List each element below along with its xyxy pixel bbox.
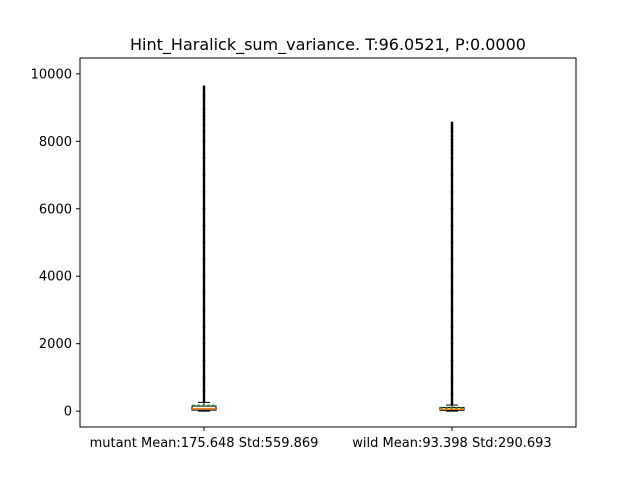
y-axis: 0 2000 4000 6000 8000 10000 <box>31 67 80 420</box>
outlier-point <box>450 121 454 125</box>
y-tick-label: 8000 <box>39 135 72 150</box>
x-tick-label: mutant Mean:175.648 Std:559.869 <box>90 436 319 451</box>
x-axis: mutant Mean:175.648 Std:559.869 wild Mean… <box>90 427 552 451</box>
y-tick-label: 4000 <box>39 270 72 285</box>
box-series <box>191 85 465 412</box>
box-group <box>439 121 465 412</box>
chart-title: Hint_Haralick_sum_variance. T:96.0521, P… <box>130 35 526 55</box>
y-tick-label: 6000 <box>39 202 72 217</box>
outlier-point <box>202 85 206 88</box>
x-tick-label: wild Mean:93.398 Std:290.693 <box>352 436 551 451</box>
y-tick-label: 10000 <box>31 67 72 82</box>
box-group <box>191 85 217 412</box>
plot-frame <box>79 57 577 428</box>
y-tick-label: 0 <box>64 405 72 420</box>
y-tick-label: 2000 <box>39 337 72 352</box>
